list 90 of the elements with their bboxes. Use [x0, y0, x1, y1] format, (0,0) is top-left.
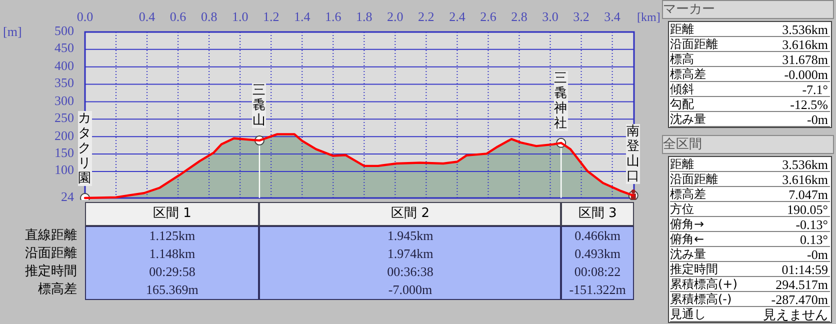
text: 294.517m	[774, 277, 828, 292]
text: 標高	[670, 52, 694, 67]
text: 3.616km	[781, 172, 828, 187]
text: 勾配	[670, 97, 694, 112]
y-tick-label: 24	[60, 189, 74, 205]
x-tick-label: 2.4	[448, 9, 466, 25]
category-label: 区間 3	[561, 202, 634, 226]
y-tick-label: 200	[54, 128, 74, 144]
text: -0.13°	[794, 217, 828, 232]
text: 0.493km	[574, 245, 622, 263]
text: 1.148km	[148, 245, 196, 263]
category-label: 区間 2	[259, 202, 562, 226]
text: -151.322m	[568, 281, 627, 299]
text: -0m	[806, 112, 828, 127]
text: 1.945km	[386, 227, 434, 245]
text: 沿面距離	[670, 37, 718, 52]
text: 31.678m	[781, 52, 828, 67]
x-tick-label: 2.0	[386, 9, 404, 25]
annotation: 三毳山	[252, 83, 266, 128]
text: 累積標高(+)	[670, 277, 738, 292]
text: 165.369m	[145, 281, 200, 299]
x-tick-label: 1.6	[324, 9, 342, 25]
y-tick-label: 300	[54, 92, 74, 109]
text: -0.000m	[783, 67, 828, 82]
y-axis-title: [m]	[3, 24, 22, 40]
text: 0.466km	[574, 227, 622, 245]
x-tick-label: 3.2	[572, 9, 590, 25]
text: 累積標高(-)	[670, 292, 732, 307]
x-tick-label: 0.6	[168, 9, 188, 25]
text: 7.047m	[788, 187, 828, 202]
text: 距離	[670, 22, 694, 37]
x-axis-title: [km]	[637, 10, 660, 25]
x-tick-label: 1.8	[355, 9, 374, 25]
text: 3.536km	[781, 22, 828, 37]
text: -287.470m	[770, 292, 828, 307]
x-tick-label: 0.8	[200, 9, 218, 25]
x-tick-label: 1.4	[292, 9, 312, 25]
text: 全区間	[662, 135, 834, 154]
text: 標高差	[37, 281, 77, 299]
text: 沈み量	[670, 247, 706, 262]
y-tick-label: 450	[54, 40, 74, 56]
category-label: 区間 1	[85, 202, 260, 226]
text: 直線距離	[24, 227, 77, 245]
text: 00:36:38	[386, 263, 434, 281]
text: 標高差	[670, 187, 706, 202]
text: 00:08:22	[573, 263, 622, 281]
y-tick-label: 100	[54, 162, 74, 178]
x-tick-label: 2.8	[510, 9, 528, 25]
text: -0m	[806, 247, 828, 262]
text: 俯角←	[670, 232, 704, 247]
annotation: 南登山口	[626, 124, 640, 184]
text: -7.000m	[387, 281, 434, 299]
x-tick-label: 1.0	[230, 9, 250, 25]
text: 3.536km	[781, 157, 828, 172]
y-tick-label: 150	[54, 145, 74, 162]
text: 距離	[670, 157, 694, 172]
y-tick-label: 350	[54, 75, 74, 92]
x-tick-label: 3.4	[603, 9, 622, 25]
text: -12.5%	[789, 97, 828, 112]
text: 3.616km	[781, 37, 828, 52]
text: 推定時間	[24, 263, 77, 281]
annotation: カタクリ園	[78, 111, 92, 186]
y-tick-label: 500	[54, 23, 74, 39]
text: 見通し	[670, 307, 706, 322]
text: 1.974km	[386, 245, 434, 263]
text: 01:14:59	[780, 262, 828, 277]
text: マーカー	[662, 0, 834, 19]
text: -7.1°	[801, 82, 828, 97]
text: 標高差	[670, 67, 706, 82]
text: 0.13°	[799, 232, 828, 247]
text: 推定時間	[670, 262, 718, 277]
text: 190.05°	[786, 202, 828, 217]
x-tick-label: 3.0	[541, 9, 560, 25]
x-tick-label: 0.0	[76, 9, 94, 24]
y-tick-label: 250	[54, 110, 74, 126]
y-tick-label: 400	[54, 58, 74, 74]
annotation: 三毳神社	[554, 70, 568, 131]
text: 沿面距離	[24, 245, 77, 263]
text: 1.125km	[148, 227, 196, 245]
x-tick-label: 0.4	[138, 9, 156, 25]
text: 沈み量	[670, 112, 706, 127]
x-tick-label: 2.6	[479, 9, 498, 25]
text: 俯角→	[670, 217, 704, 232]
text: 傾斜	[670, 82, 694, 97]
text: 見えません	[762, 307, 828, 322]
text: 00:29:58	[148, 263, 196, 281]
x-tick-label: 2.2	[417, 9, 436, 25]
x-tick-label: 1.2	[262, 9, 280, 25]
text: 沿面距離	[670, 172, 718, 187]
text: 方位	[670, 202, 694, 217]
